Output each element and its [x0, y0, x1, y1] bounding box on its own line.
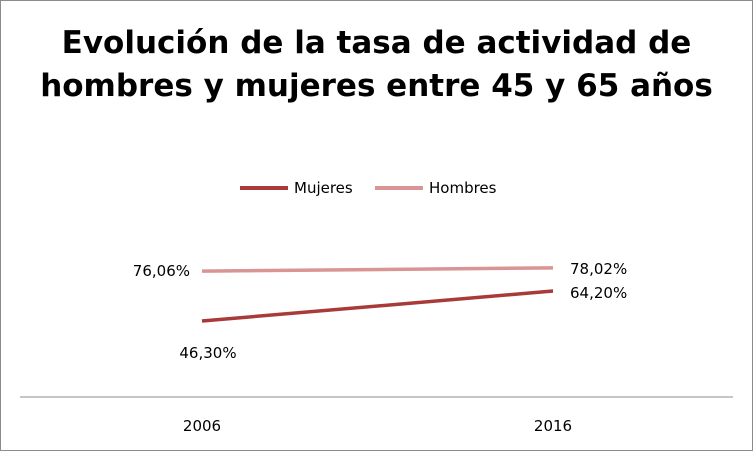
chart-legend: Mujeres Hombres — [0, 178, 753, 198]
data-label-hombres-2006: 76,06% — [133, 262, 190, 280]
legend-swatch-mujeres — [240, 186, 288, 190]
data-label-mujeres-2006: 46,30% — [179, 344, 236, 362]
chart-title: Evolución de la tasa de actividad de hom… — [40, 25, 713, 104]
x-tick-label-2016: 2016 — [534, 417, 572, 435]
legend-swatch-hombres — [375, 186, 423, 190]
legend-label-mujeres: Mujeres — [294, 179, 353, 197]
data-label-hombres-2016: 78,02% — [570, 260, 627, 278]
legend-item-hombres: Hombres — [375, 178, 496, 198]
series-line-hombres — [201, 266, 554, 273]
legend-item-mujeres: Mujeres — [240, 178, 353, 198]
data-label-mujeres-2016: 64,20% — [570, 284, 627, 302]
series-line-mujeres — [201, 289, 554, 323]
legend-label-hombres: Hombres — [429, 179, 497, 197]
x-tick-label-2006: 2006 — [183, 417, 221, 435]
